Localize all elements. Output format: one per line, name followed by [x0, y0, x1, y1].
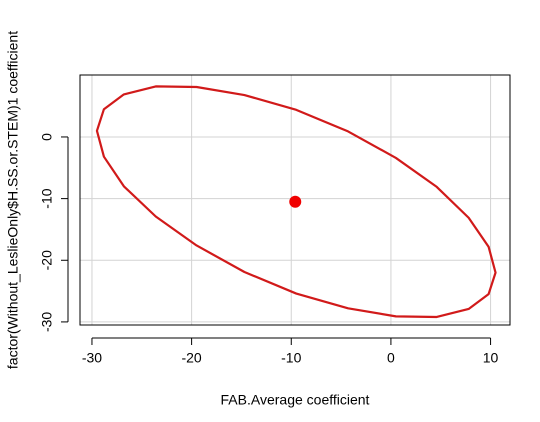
x-tick-label: 10 [483, 350, 499, 366]
x-tick-label: -20 [181, 350, 201, 366]
x-tick-label: -30 [82, 350, 102, 366]
x-axis-label: FAB.Average coefficient [221, 392, 370, 408]
point [289, 195, 302, 208]
plot-box [79, 74, 511, 326]
ellipse-line [95, 85, 497, 319]
y-tick-label: -30 [39, 312, 55, 332]
y-tick-label: 0 [39, 133, 55, 141]
y-tick-label: -10 [39, 188, 55, 208]
x-tick-label: -10 [281, 350, 301, 366]
y-axis-label: factor(Without_LeslieOnly$H.SS.or.STEM)1… [5, 31, 21, 369]
y-tick-label: -20 [39, 250, 55, 270]
x-tick-label: 0 [387, 350, 395, 366]
